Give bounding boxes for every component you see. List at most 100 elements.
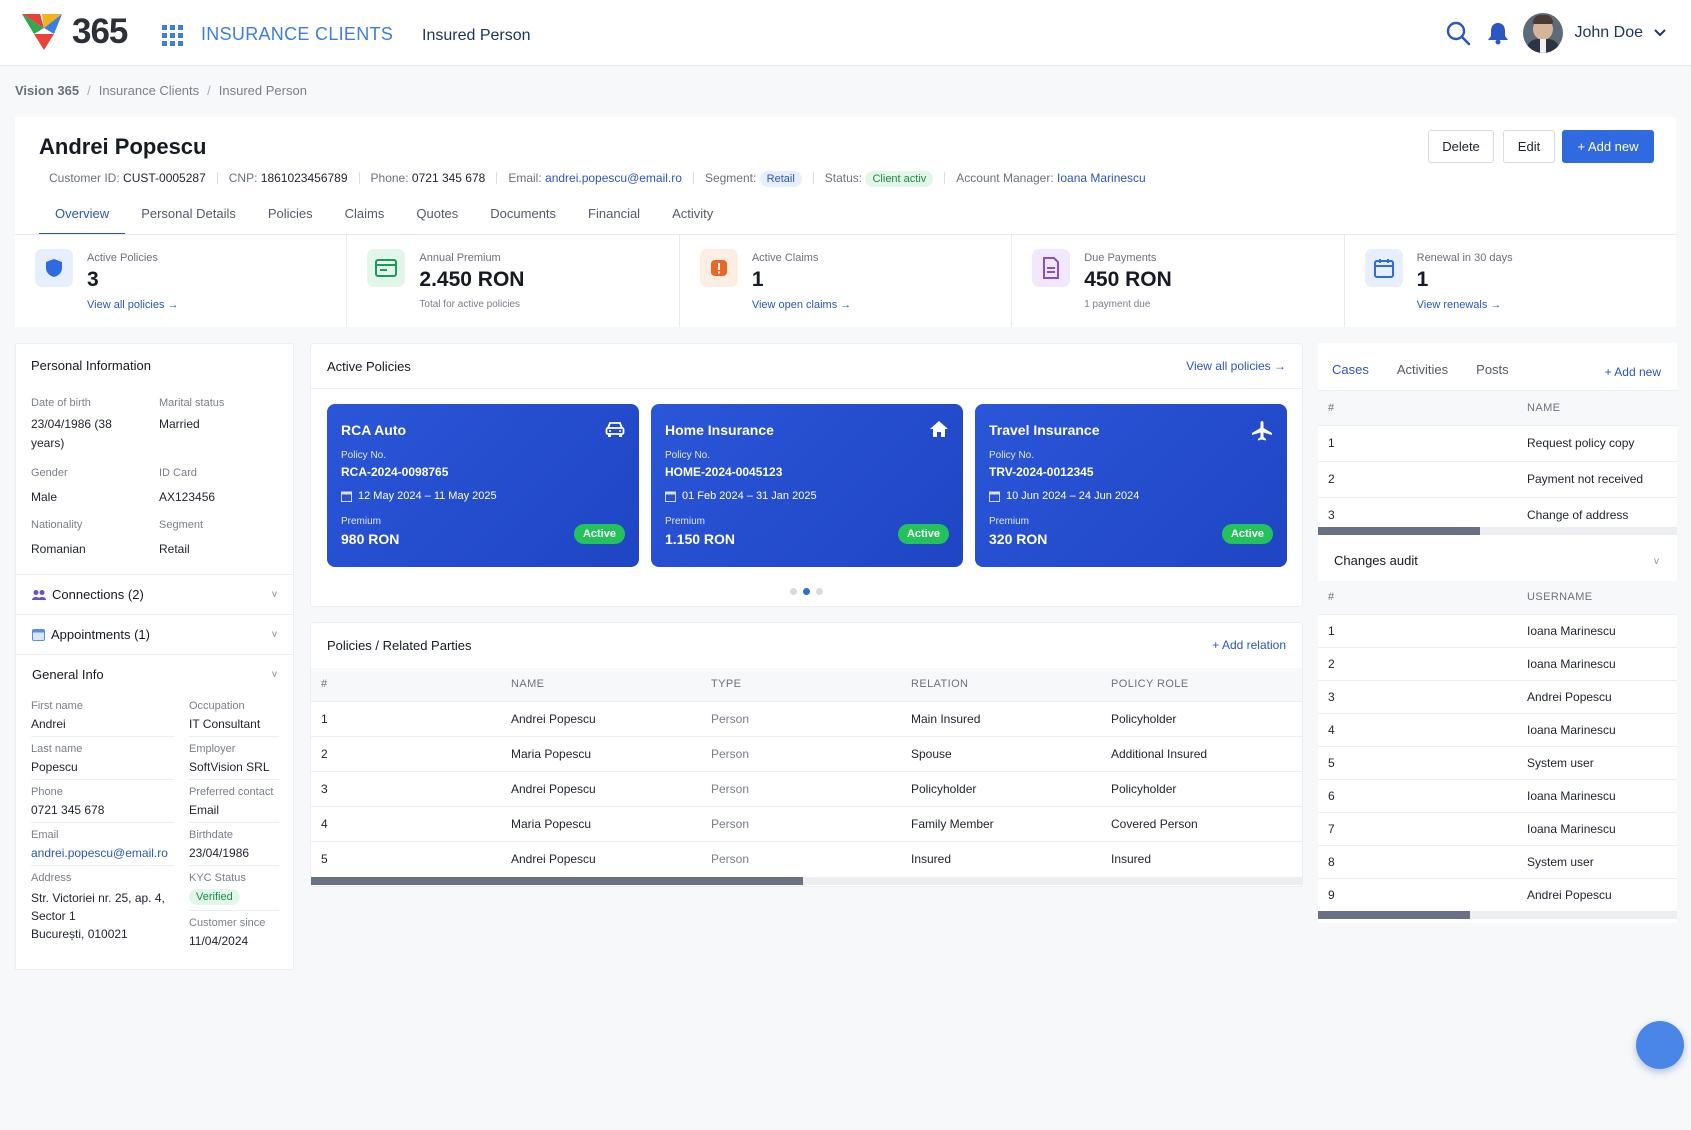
breadcrumb-item-insurance-clients[interactable]: Insurance Clients xyxy=(98,83,200,98)
carousel-dot-active[interactable] xyxy=(803,588,810,595)
horizontal-scrollbar[interactable] xyxy=(311,877,1302,885)
appointments-section[interactable]: Appointments (1) v xyxy=(16,614,293,654)
view-renewals-link[interactable]: View renewals → xyxy=(1416,299,1502,311)
table-row[interactable]: 1 Ioana Marinescu xyxy=(1318,614,1677,647)
column-header[interactable]: USERNAME xyxy=(1527,591,1593,604)
field-label: Customer since xyxy=(189,917,266,929)
kpi-label: Annual Premium xyxy=(419,252,501,264)
tab-activity[interactable]: Activity xyxy=(672,206,714,221)
column-header[interactable]: RELATION xyxy=(911,678,969,691)
email-link[interactable]: andrei.popescu@email.ro xyxy=(545,171,682,185)
tab-policies[interactable]: Policies xyxy=(267,206,313,221)
address-line: Str. Victoriei nr. 25, ap. 4, xyxy=(31,891,165,905)
user-name[interactable]: John Doe xyxy=(1574,24,1644,41)
nav-insured-person[interactable]: Insured Person xyxy=(422,27,531,44)
email-link[interactable]: andrei.popescu@email.ro xyxy=(31,846,168,860)
search-icon[interactable] xyxy=(1445,20,1471,46)
bell-icon[interactable] xyxy=(1487,21,1509,45)
add-case-button[interactable]: + Add new xyxy=(1604,365,1661,379)
view-all-policies-link[interactable]: View all policies → xyxy=(87,299,179,311)
avatar[interactable] xyxy=(1522,13,1563,53)
case-name: Payment not received xyxy=(1527,472,1644,486)
cnp-label: CNP: xyxy=(228,171,258,185)
view-all-policies-link[interactable]: View all policies → xyxy=(1186,359,1286,373)
floating-action-button[interactable] xyxy=(1636,1021,1684,1069)
view-open-claims-link[interactable]: View open claims → xyxy=(751,299,852,311)
tab-personal-details[interactable]: Personal Details xyxy=(141,206,236,221)
app-logo[interactable]: 365 xyxy=(20,12,128,52)
scrollbar-thumb[interactable] xyxy=(311,877,803,885)
table-row[interactable]: 2 Ioana Marinescu xyxy=(1318,647,1677,680)
tab-cases[interactable]: Cases xyxy=(1318,359,1383,393)
table-row[interactable]: 7 Ioana Marinescu xyxy=(1318,812,1677,845)
tab-quotes[interactable]: Quotes xyxy=(416,206,459,221)
policy-premium: 1.150 RON xyxy=(665,531,736,547)
tab-financial[interactable]: Financial xyxy=(588,206,641,221)
chevron-down-icon[interactable]: v xyxy=(1654,556,1659,567)
tab-claims[interactable]: Claims xyxy=(344,206,385,221)
app-name[interactable]: INSURANCE CLIENTS xyxy=(201,24,394,44)
kpi-sub: Total for active policies xyxy=(419,299,521,310)
row-index: 4 xyxy=(321,816,328,831)
horizontal-scrollbar[interactable] xyxy=(1318,527,1677,535)
tab-activities[interactable]: Activities xyxy=(1396,362,1449,377)
table-row[interactable]: 2 Payment not received xyxy=(1318,461,1677,497)
kpi-renewals: Renewal in 30 days 1 View renewals → xyxy=(1345,235,1676,327)
table-row[interactable]: 3 Andrei Popescu xyxy=(1318,680,1677,713)
table-row[interactable]: 3 Change of address xyxy=(1318,497,1677,533)
delete-button[interactable]: Delete xyxy=(1428,130,1494,163)
breadcrumb: Vision 365/Insurance Clients / Insured Per… xyxy=(15,83,307,98)
connections-section[interactable]: Connections (2) v xyxy=(16,574,293,614)
table-row[interactable]: 6 Ioana Marinescu xyxy=(1318,779,1677,812)
general-info-section[interactable]: General Info v xyxy=(16,654,293,694)
table-row[interactable]: 1 Request policy copy xyxy=(1318,425,1677,461)
add-new-button[interactable]: + Add new xyxy=(1562,130,1654,163)
tab-documents[interactable]: Documents xyxy=(490,206,557,221)
column-header[interactable]: NAME xyxy=(511,678,545,691)
policy-card-rca[interactable]: RCA Auto Policy No. RCA-2024-0098765 12 … xyxy=(327,404,639,567)
calendar-icon xyxy=(665,491,676,502)
table-row[interactable]: 5 System user xyxy=(1318,746,1677,779)
audit-username: Ioana Marinescu xyxy=(1527,821,1616,836)
column-header[interactable]: NAME xyxy=(1527,401,1561,414)
apps-grid-icon[interactable] xyxy=(162,25,184,47)
scrollbar-thumb[interactable] xyxy=(1318,527,1480,535)
carousel-dot[interactable] xyxy=(816,588,823,595)
shield-icon xyxy=(35,249,73,287)
policy-title: Travel Insurance xyxy=(989,422,1100,438)
table-row[interactable]: 8 System user xyxy=(1318,845,1677,878)
chevron-down-icon[interactable] xyxy=(1653,28,1667,38)
table-row[interactable]: 9 Andrei Popescu xyxy=(1318,878,1677,911)
table-row[interactable]: 1 Andrei Popescu Person Main Insured Pol… xyxy=(311,701,1302,736)
table-row[interactable]: 4 Ioana Marinescu xyxy=(1318,713,1677,746)
tab-posts[interactable]: Posts xyxy=(1476,362,1509,377)
party-name: Maria Popescu xyxy=(511,746,592,761)
row-index: 2 xyxy=(1328,656,1335,671)
policy-card-home[interactable]: Home Insurance Policy No. HOME-2024-0045… xyxy=(651,404,963,567)
breadcrumb-item-vision[interactable]: Vision 365 xyxy=(15,83,80,98)
column-header[interactable]: POLICY ROLE xyxy=(1111,678,1189,691)
horizontal-scrollbar[interactable] xyxy=(1318,911,1677,919)
audit-username: Ioana Marinescu xyxy=(1527,722,1616,737)
party-type: Person xyxy=(711,746,750,761)
audit-username: Andrei Popescu xyxy=(1527,887,1612,902)
row-index: 3 xyxy=(1328,689,1335,704)
field-label: Preferred contact xyxy=(189,786,274,798)
table-row[interactable]: 2 Maria Popescu Person Spouse Additional… xyxy=(311,736,1302,771)
add-relation-link[interactable]: + Add relation xyxy=(1212,638,1286,652)
table-row[interactable]: 4 Maria Popescu Person Family Member Cov… xyxy=(311,806,1302,841)
table-row[interactable]: 3 Andrei Popescu Person Policyholder Pol… xyxy=(311,771,1302,806)
party-name: Andrei Popescu xyxy=(511,851,596,866)
policy-title: RCA Auto xyxy=(341,422,407,438)
carousel-dot[interactable] xyxy=(790,588,797,595)
account-manager-link[interactable]: Ioana Marinescu xyxy=(1057,171,1146,185)
column-header[interactable]: TYPE xyxy=(711,678,742,691)
kpi-active-claims: Active Claims 1 View open claims → xyxy=(680,235,1013,327)
edit-button[interactable]: Edit xyxy=(1503,130,1555,163)
active-policies-card: Active Policies View all policies → RCA … xyxy=(310,343,1303,607)
policy-card-travel[interactable]: Travel Insurance Policy No. TRV-2024-001… xyxy=(975,404,1287,567)
table-row[interactable]: 5 Andrei Popescu Person Insured Insured xyxy=(311,841,1302,876)
row-index: 1 xyxy=(1328,436,1335,450)
scrollbar-thumb[interactable] xyxy=(1318,911,1470,919)
tab-overview[interactable]: Overview xyxy=(39,201,126,235)
